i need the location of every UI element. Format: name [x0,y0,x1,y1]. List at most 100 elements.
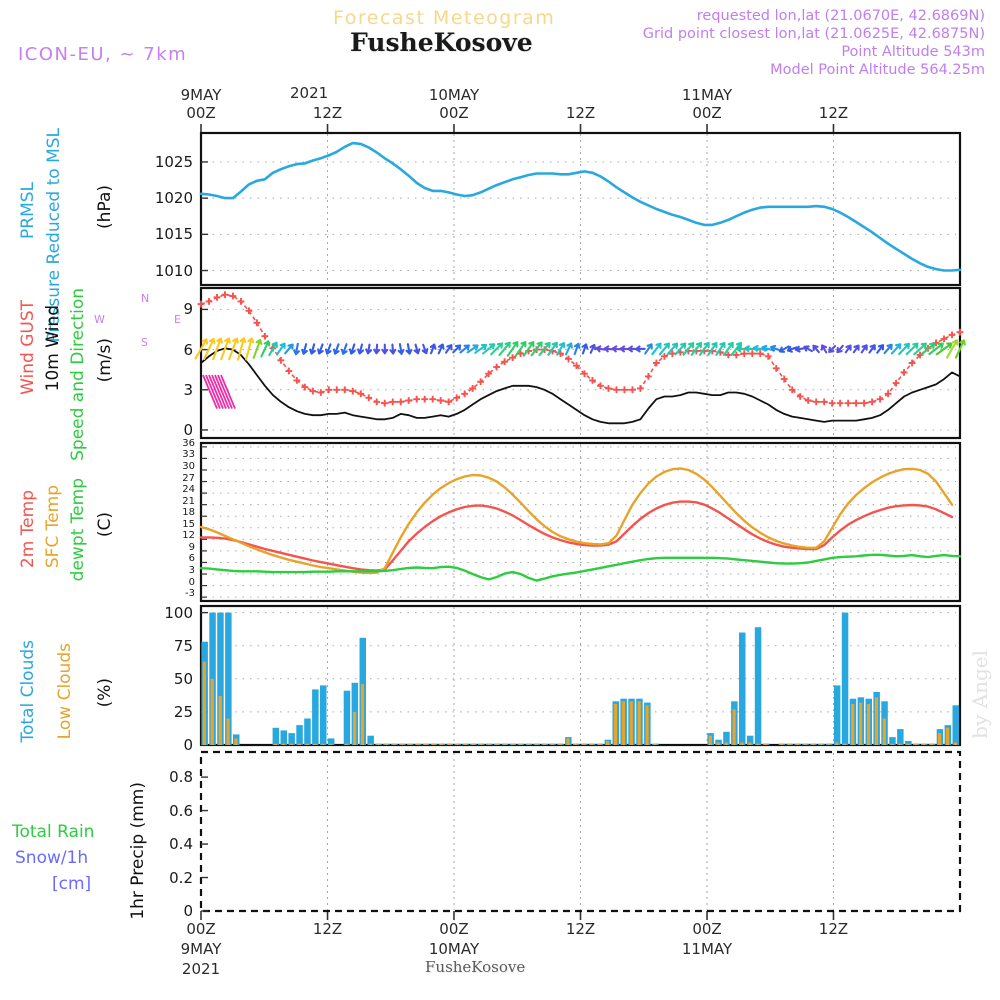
wind-arrow [844,344,852,354]
cloud-bar-low [534,743,538,745]
wind-arrow-shaft [237,337,245,361]
wind-arrow [595,345,606,353]
wind-arrow-head [959,339,966,346]
cloud-bar-total [897,729,904,745]
wind-arrow-head [551,341,558,349]
gust-marker [565,355,572,363]
wind-arrow-head [301,348,308,355]
compass-n-label: N [141,292,150,305]
top-axis-hour-3: 12Z [565,104,596,122]
wind-arrow-head [373,348,381,355]
cloud-bar-low [930,743,934,745]
wind-arrow-shaft [228,337,238,361]
wind-arrow-head [946,342,953,349]
wind-arrow [954,339,966,359]
wind-arrow-head [324,348,332,355]
gust-marker [493,363,501,371]
gust-marker [485,370,493,378]
cloud-bar-low [566,738,570,745]
ylabel-temp-3: 3 [188,565,195,577]
cloud-bar-total [723,731,730,745]
ylabel-temp-6: 6 [188,553,195,565]
wind-arrow [928,342,944,356]
gust-marker [237,297,245,305]
wind-arrow [490,342,504,356]
ylabel-precip-0.8: 0.8 [169,768,193,787]
wind-arrow [293,342,301,356]
wind-arrow-head [520,341,527,348]
cloud-bar-total [841,612,849,745]
gust-marker [629,386,636,394]
gust-marker [501,358,508,366]
wind-arrow [332,343,340,355]
gust-marker [341,386,349,394]
wind-arrow [898,342,910,356]
wind-arrow-head [735,345,742,353]
wind-arrow-shaft [260,340,270,358]
cloud-bar-low [756,743,760,745]
cloud-bar-low [439,743,444,745]
wind-arrow-head [421,348,429,355]
gust-marker [940,335,948,343]
wind-arrow-head [332,348,340,355]
wind-arrow-shaft [674,342,687,356]
wind-arrow-shaft [913,342,927,356]
wind-arrow-head [293,349,301,356]
wind-arrow-shaft [935,342,953,356]
cloud-bar-low [424,743,428,745]
gust-marker [764,352,772,360]
cloud-bar-total [280,730,287,745]
cloud-bar-low [843,743,847,745]
wind-arrow-shaft [883,343,893,355]
cloud-bar-total [739,632,746,745]
gust-marker [772,364,780,372]
bottom-axis-hour-1: 12Z [312,920,343,938]
cloud-bar-low [471,743,475,745]
cloud-bar-low [827,743,831,745]
gust-marker [293,377,301,384]
wind-arrow-shaft [564,342,573,356]
cloud-bar-total [833,685,841,745]
gust-marker [660,352,668,360]
gust-marker [748,350,756,358]
gust-marker [892,379,900,387]
wind-arrow [309,343,316,355]
wind-arrow-head [536,341,543,348]
wind-arrow-shaft [220,337,230,361]
wind-arrow-head [472,344,479,351]
wind-arrow-shaft [690,341,703,356]
wind-arrow [852,344,860,354]
wind-arrow-head [357,348,364,355]
wind-arrow [946,339,959,359]
wind-arrow-head [413,348,421,355]
gust-marker [653,359,660,367]
wind-arrow-head [903,342,910,350]
wind-arrow [317,343,324,355]
meta-point-altitude: Point Altitude 543m [841,44,985,60]
gust-marker [589,377,596,384]
ylabel-temp-27: 27 [182,472,195,484]
gust-marker [812,398,820,406]
wind-arrow [466,344,479,354]
wind-arrow-head [348,348,356,355]
wind-arrow-head [446,344,453,351]
gust-marker [668,350,676,358]
top-axis-hour-1: 12Z [312,104,343,122]
gust-marker [509,354,516,362]
wind-arrow-head [544,341,551,349]
wind-arrow [778,345,790,353]
wind-arrow-shaft [466,344,479,354]
wind-arrow-head [695,341,703,349]
compass-s-label: S [141,336,148,349]
gust-marker [948,331,956,339]
cloud-bar-low [621,701,625,745]
wind-arrow-head [216,337,223,344]
compass-e-label: E [174,313,181,326]
gust-marker [780,375,788,383]
gust-marker [956,328,964,336]
wind-arrow-shaft [522,341,535,357]
wind-arrow [682,342,695,356]
wind-arrow-shaft [715,341,726,356]
cloud-bar-low [376,743,380,745]
wind-arrow-head [627,345,633,353]
